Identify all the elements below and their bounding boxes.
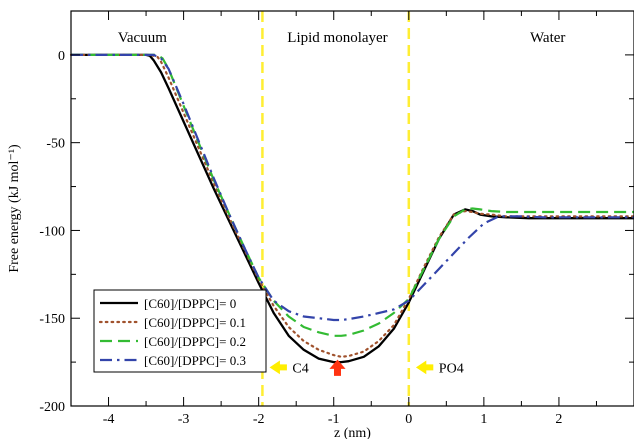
x-tick-label: 1 [480, 412, 487, 427]
plot-frame [70, 10, 634, 407]
legend-label-3: [C60]/[DPPC]= 0.3 [144, 353, 246, 368]
boundary-lines [261, 11, 411, 406]
left-arrow-icon [269, 360, 287, 375]
up-arrow-icon [329, 359, 346, 376]
region-label-2: Water [530, 30, 565, 46]
axis-ticks: -4 -3 -2 -1 0 1 2 0 -50 -100 -150 -200 [39, 10, 634, 427]
y-tick-label: -100 [39, 224, 65, 239]
region-label-0: Vacuum [118, 30, 167, 46]
legend-label-2: [C60]/[DPPC]= 0.2 [144, 334, 246, 349]
y-tick-label: -50 [46, 137, 65, 152]
y-tick-label: 0 [58, 49, 65, 64]
series-line-1 [69, 53, 634, 358]
marker-label-1: PO4 [439, 361, 464, 376]
x-tick-label: -4 [103, 412, 115, 427]
legend-label-0: [C60]/[DPPC]= 0 [144, 296, 236, 311]
x-tick-label: -2 [253, 412, 265, 427]
series-line-3 [71, 53, 634, 322]
x-axis-label: z (nm) [334, 426, 371, 439]
x-tick-label: 2 [555, 412, 562, 427]
region-label-1: Lipid monolayer [287, 30, 387, 46]
y-tick-label: -200 [39, 400, 65, 415]
legend-label-1: [C60]/[DPPC]= 0.1 [144, 315, 246, 330]
position-markers: C4 PO4 [269, 359, 464, 376]
x-tick-label: -1 [328, 412, 340, 427]
x-tick-label: -3 [178, 412, 190, 427]
legend: [C60]/[DPPC]= 0 [C60]/[DPPC]= 0.1 [C60]/[D… [93, 289, 267, 373]
y-tick-label: -150 [39, 312, 65, 327]
marker-label-0: C4 [292, 361, 308, 376]
left-arrow-icon [415, 360, 434, 375]
x-tick-label: 0 [405, 412, 412, 427]
y-axis-label: Free energy (kJ mol⁻¹) [7, 144, 22, 273]
region-labels: Vacuum Lipid monolayer Water [118, 30, 566, 46]
